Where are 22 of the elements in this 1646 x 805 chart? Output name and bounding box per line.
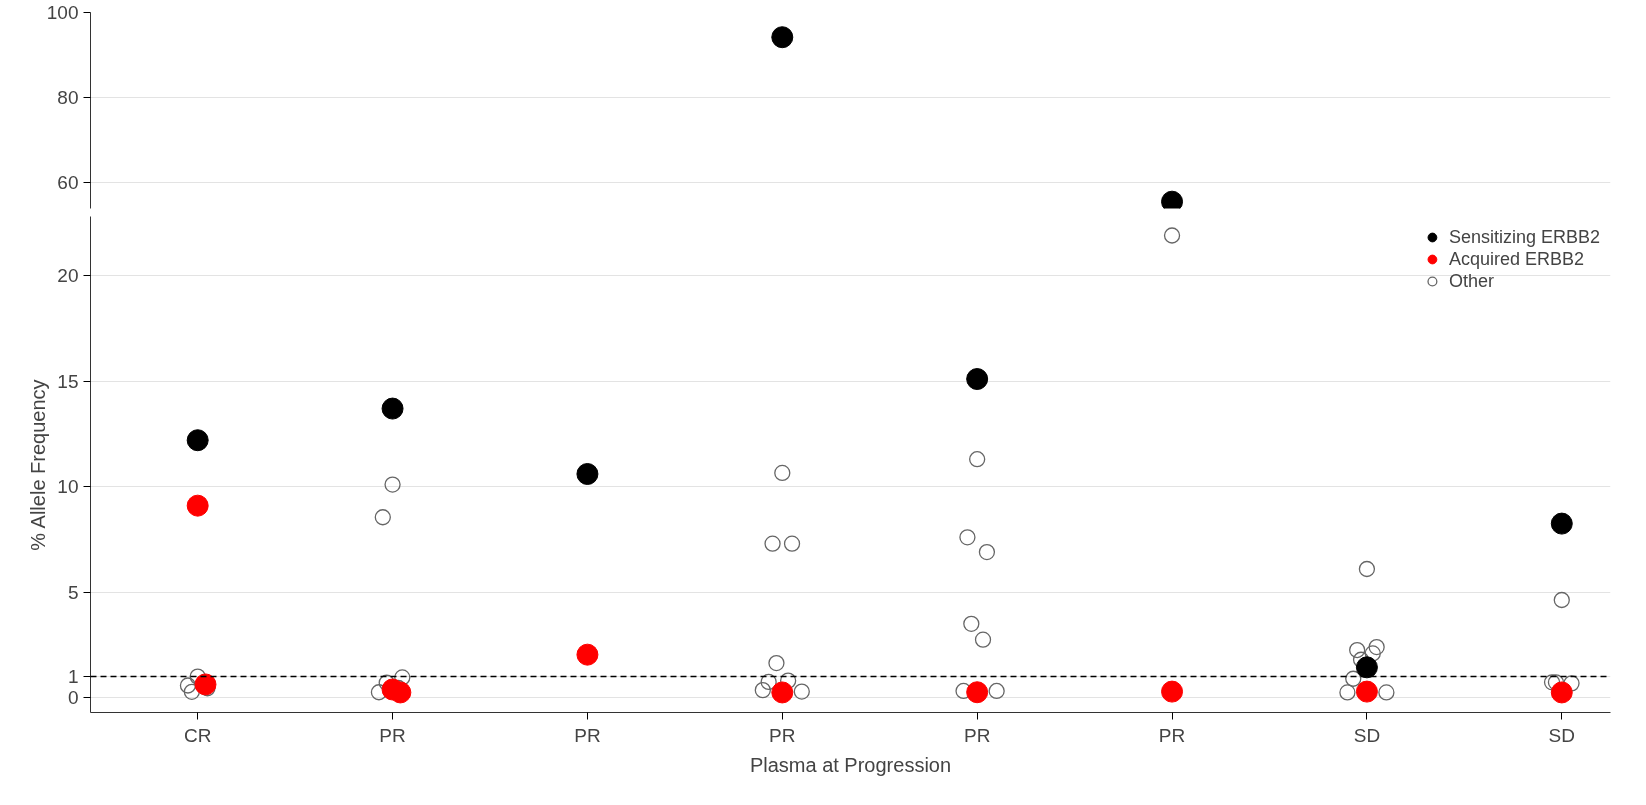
x-tick-label: CR — [183, 724, 212, 746]
legend-label: Acquired ERBB2 — [1448, 248, 1584, 270]
x-tick-label: SD — [1353, 724, 1381, 746]
y-tick-label: 20 — [57, 265, 79, 287]
y-axis-title: % Allele Frequency — [27, 379, 50, 551]
y-tick-label: 15 — [57, 370, 79, 392]
y-tick-label: 60 — [57, 172, 79, 194]
x-tick-label: PR — [574, 724, 601, 746]
x-tick-label: PR — [769, 724, 796, 746]
legend-label: Sensitizing ERBB2 — [1448, 226, 1600, 248]
x-tick-label: PR — [963, 724, 991, 746]
y-tick-label: 0 — [67, 687, 79, 709]
x-tick-label: PR — [1158, 724, 1186, 746]
y-tick-label: 10 — [57, 476, 79, 498]
x-axis-title: Plasma at Progression — [749, 753, 952, 776]
legend-label: Other — [1448, 270, 1494, 292]
x-tick-label: SD — [1548, 724, 1575, 746]
y-tick-label: 5 — [67, 581, 79, 603]
y-tick-label: 1 — [67, 666, 79, 688]
y-tick-label: 100 — [46, 2, 79, 23]
x-tick-label: PR — [379, 724, 406, 746]
y-tick-label: 80 — [57, 87, 79, 109]
